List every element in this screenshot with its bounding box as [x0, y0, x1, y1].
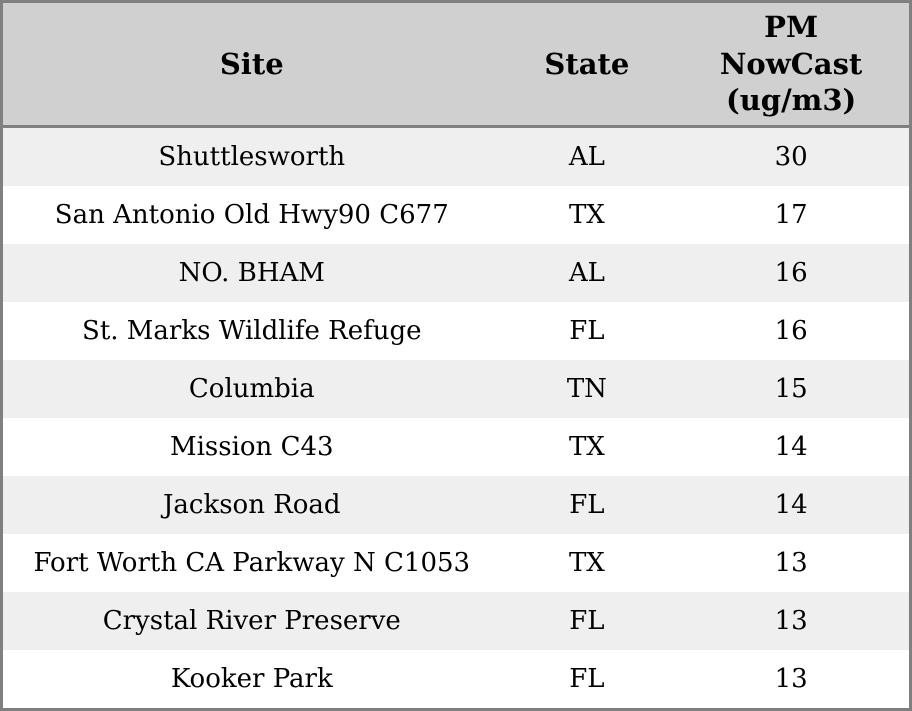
- pm-cell: 13: [774, 606, 808, 636]
- site-cell: St. Marks Wildlife Refuge: [82, 316, 422, 346]
- site-cell: Shuttlesworth: [158, 142, 346, 172]
- table-row: Fort Worth CA Parkway N C1053 TX 13: [1, 534, 911, 592]
- pm-cell: 13: [774, 548, 808, 578]
- state-cell: FL: [569, 664, 605, 694]
- site-cell: Columbia: [188, 374, 315, 404]
- table-row: Shuttlesworth AL 30: [1, 126, 911, 186]
- pm-cell: 13: [774, 664, 808, 694]
- pm-cell: 16: [774, 316, 808, 346]
- state-cell: AL: [568, 258, 605, 288]
- state-cell: FL: [569, 490, 605, 520]
- site-cell: Jackson Road: [162, 490, 341, 520]
- state-cell: FL: [569, 316, 605, 346]
- col-header-pm-nowcast: PM NowCast (ug/m3): [673, 1, 911, 128]
- site-cell: Kooker Park: [170, 664, 333, 694]
- pm-cell: 14: [774, 432, 808, 462]
- site-cell: NO. BHAM: [178, 258, 325, 288]
- table-row: St. Marks Wildlife Refuge FL 16: [1, 302, 911, 360]
- table-row: NO. BHAM AL 16: [1, 244, 911, 302]
- table-row: Mission C43 TX 14: [1, 418, 911, 476]
- state-cell: TX: [568, 548, 605, 578]
- state-cell: TN: [566, 374, 607, 404]
- col-header-state: State: [500, 1, 674, 128]
- pm-cell: 14: [774, 490, 808, 520]
- pm-cell: 15: [774, 374, 808, 404]
- state-cell: FL: [569, 606, 605, 636]
- table-row: Kooker Park FL 13: [1, 650, 911, 710]
- table-row: Jackson Road FL 14: [1, 476, 911, 534]
- pm-cell: 16: [774, 258, 808, 288]
- pm-cell: 30: [774, 142, 808, 172]
- table-row: Columbia TN 15: [1, 360, 911, 418]
- site-cell: Mission C43: [169, 432, 334, 462]
- header-row: Site State PM NowCast (ug/m3): [1, 1, 911, 128]
- site-cell: Fort Worth CA Parkway N C1053: [33, 548, 471, 578]
- site-cell: Crystal River Preserve: [102, 606, 401, 636]
- state-cell: TX: [568, 432, 605, 462]
- table-row: San Antonio Old Hwy90 C677 TX 17: [1, 186, 911, 244]
- site-cell: San Antonio Old Hwy90 C677: [54, 200, 449, 230]
- state-cell: TX: [568, 200, 605, 230]
- table-row: Crystal River Preserve FL 13: [1, 592, 911, 650]
- col-header-site: Site: [1, 1, 501, 128]
- pm-cell: 17: [774, 200, 808, 230]
- state-cell: AL: [568, 142, 605, 172]
